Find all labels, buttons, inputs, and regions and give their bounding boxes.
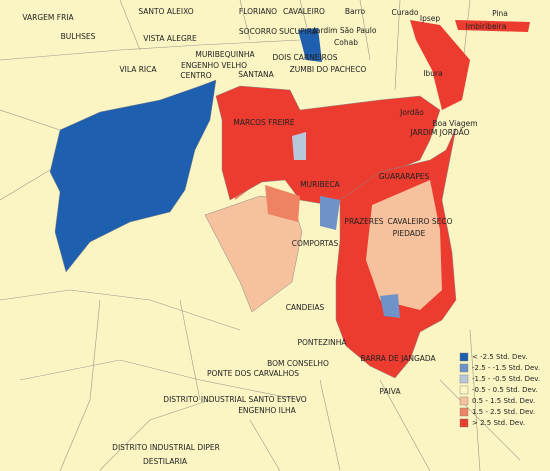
place-label: Imbiribeira <box>466 22 507 31</box>
place-label: JARDIM JORDÃO <box>409 128 469 137</box>
legend-label: 1.5 - 2.5 Std. Dev. <box>472 408 535 416</box>
place-label: ENGENHO ILHA <box>238 406 296 415</box>
legend-swatch <box>459 363 469 373</box>
place-label: BOM CONSELHO <box>267 359 329 368</box>
place-label: MURIBEQUINHA <box>195 50 255 59</box>
regions <box>49 20 530 379</box>
legend-label: 0.5 - 1.5 Std. Dev. <box>472 397 535 405</box>
place-label: VARGEM FRIA <box>22 13 74 22</box>
place-label: DESTILARIA <box>143 457 188 466</box>
place-label: DISTRITO INDUSTRIAL DIPER <box>112 443 220 452</box>
legend: < -2.5 Std. Dev. -2.5 - -1.5 Std. Dev. -1.… <box>459 352 540 428</box>
place-label: Ibura <box>423 69 442 78</box>
place-label: CENTRO <box>180 71 211 80</box>
legend-swatch <box>459 385 469 395</box>
place-label: BULHSES <box>61 32 96 41</box>
legend-swatch <box>459 396 469 406</box>
place-label: PAIVA <box>379 387 401 396</box>
place-label: Barro <box>345 7 366 16</box>
place-label: Curado <box>391 8 418 17</box>
legend-label: -2.5 - -1.5 Std. Dev. <box>472 364 540 372</box>
legend-swatch <box>459 418 469 428</box>
place-label: Ipsep <box>420 14 440 23</box>
place-label: ENGENHO VELHO <box>181 61 247 70</box>
place-label: COMPORTAS <box>292 239 339 248</box>
place-label: PIEDADE <box>393 229 426 238</box>
place-label: SUCUPIRA <box>279 27 318 36</box>
place-label: MURIBECA <box>300 180 341 189</box>
legend-label: -1.5 - -0.5 Std. Dev. <box>472 375 540 383</box>
place-label: SOCORRO <box>239 27 277 36</box>
place-label: Cohab <box>334 38 358 47</box>
place-label: VILA RICA <box>120 65 158 74</box>
place-label: MARCOS FREIRE <box>233 118 294 127</box>
legend-swatch <box>459 352 469 362</box>
place-label: PONTE DOS CARVALHOS <box>207 369 299 378</box>
place-label: ZUMBI DO PACHECO <box>290 65 367 74</box>
legend-label: -0.5 - 0.5 Std. Dev. <box>472 386 538 394</box>
legend-label: < -2.5 Std. Dev. <box>472 353 528 361</box>
place-label: SANTO ALEIXO <box>138 7 193 16</box>
place-label: Jardim São Paulo <box>313 26 377 35</box>
place-label: DOIS CARNEIROS <box>272 53 337 62</box>
place-label: CAVALEIRO <box>283 7 325 16</box>
place-label: CANDEIAS <box>286 303 325 312</box>
place-label: PONTEZINHA <box>297 338 347 347</box>
place-label: SANTANA <box>238 70 274 79</box>
place-label: Pina <box>492 9 508 18</box>
legend-swatch <box>459 407 469 417</box>
place-label: Jordão <box>399 108 424 117</box>
place-label: FLORIANO <box>239 7 277 16</box>
place-label: Boa Viagem <box>432 119 477 128</box>
legend-label: > 2.5 Std. Dev. <box>472 419 525 427</box>
place-label: GUARARAPES <box>379 172 430 181</box>
place-label: PRAZERES <box>344 217 383 226</box>
legend-swatch <box>459 374 469 384</box>
place-label: BARRA DE JANGADA <box>360 354 436 363</box>
boundaries <box>0 0 521 471</box>
place-label: CAVALEIRO SECO <box>388 217 453 226</box>
place-label: DISTRITO INDUSTRIAL SANTO ESTEVO <box>163 395 306 404</box>
place-label: VISTA ALEGRE <box>143 34 197 43</box>
